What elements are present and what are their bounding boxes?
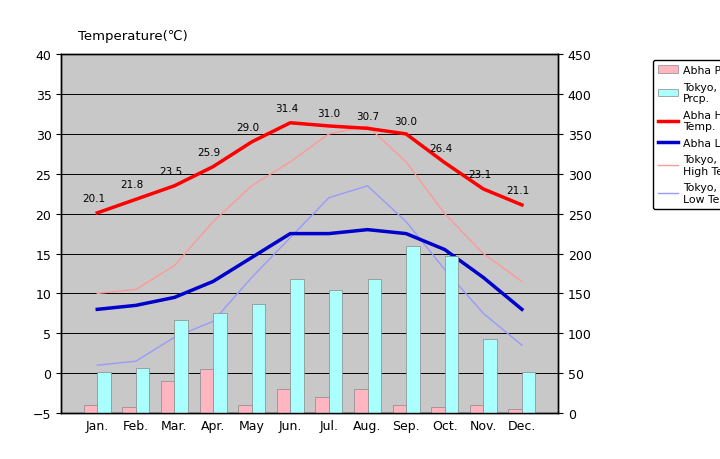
- Bar: [136, 369, 150, 413]
- Bar: [508, 409, 522, 413]
- Bar: [199, 369, 213, 413]
- Text: Temperature(℃): Temperature(℃): [78, 30, 188, 43]
- Bar: [392, 405, 406, 413]
- Bar: [276, 389, 290, 413]
- Bar: [161, 381, 174, 413]
- Text: 31.4: 31.4: [275, 104, 298, 113]
- Text: 20.1: 20.1: [82, 194, 105, 203]
- Bar: [483, 339, 497, 413]
- Bar: [367, 280, 381, 413]
- Text: 21.1: 21.1: [506, 185, 530, 196]
- Text: 29.0: 29.0: [236, 123, 259, 133]
- Text: 30.0: 30.0: [395, 117, 418, 127]
- Bar: [213, 313, 227, 413]
- Text: 26.4: 26.4: [429, 143, 452, 153]
- Bar: [431, 407, 445, 413]
- Bar: [354, 389, 367, 413]
- Bar: [329, 291, 343, 413]
- Text: 23.5: 23.5: [159, 167, 182, 176]
- Bar: [84, 405, 97, 413]
- Bar: [252, 304, 265, 413]
- Bar: [174, 320, 188, 413]
- Legend: Abha Prop., Tokyo, Japan
Prcp., Abha High
Temp., Abha Low Temp., Tokyo, Japan
Hi: Abha Prop., Tokyo, Japan Prcp., Abha Hig…: [653, 61, 720, 210]
- Text: 21.8: 21.8: [120, 180, 144, 190]
- Text: 25.9: 25.9: [197, 147, 221, 157]
- Text: 30.7: 30.7: [356, 112, 379, 122]
- Text: 31.0: 31.0: [318, 109, 341, 119]
- Bar: [445, 257, 458, 413]
- Bar: [315, 397, 329, 413]
- Text: 23.1: 23.1: [468, 170, 491, 179]
- Bar: [522, 373, 536, 413]
- Bar: [97, 372, 111, 413]
- Bar: [122, 407, 136, 413]
- Bar: [238, 405, 252, 413]
- Bar: [290, 280, 304, 413]
- Bar: [469, 405, 483, 413]
- Bar: [406, 246, 420, 413]
